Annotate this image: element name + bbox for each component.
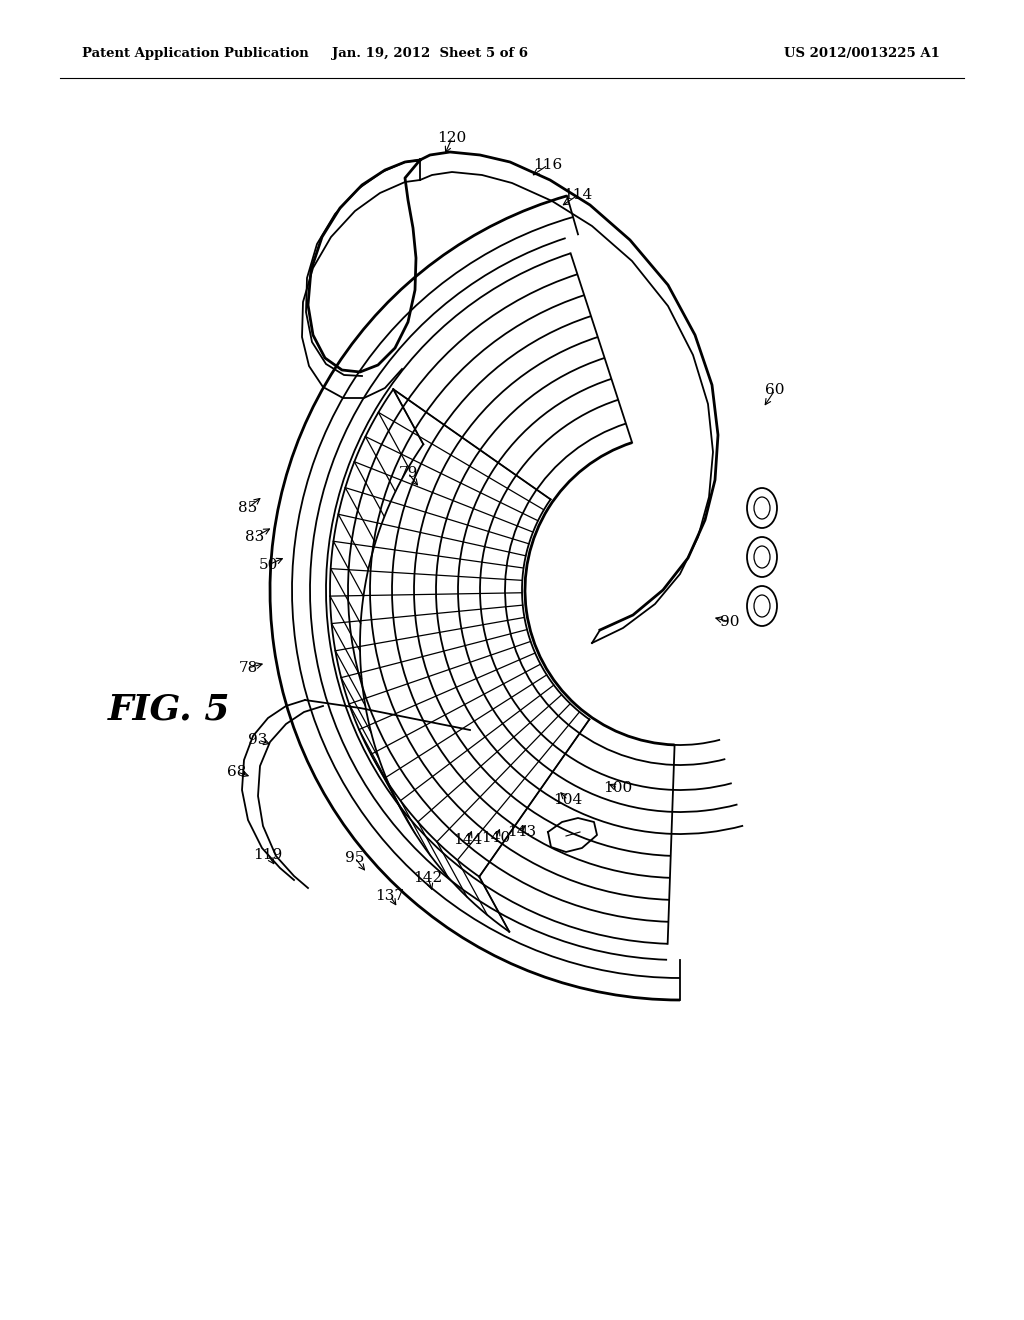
Text: 79: 79 (398, 466, 418, 480)
Text: FIG. 5: FIG. 5 (108, 693, 230, 727)
Text: 68: 68 (227, 766, 247, 779)
Text: 119: 119 (253, 847, 283, 862)
Text: Patent Application Publication: Patent Application Publication (82, 48, 309, 59)
Text: 140: 140 (481, 832, 511, 845)
Text: 60: 60 (765, 383, 784, 397)
Text: 143: 143 (508, 825, 537, 840)
Text: 114: 114 (563, 187, 593, 202)
Text: 104: 104 (553, 793, 583, 807)
Text: 137: 137 (376, 888, 404, 903)
Text: 120: 120 (437, 131, 467, 145)
Text: 100: 100 (603, 781, 633, 795)
Text: 83: 83 (246, 531, 264, 544)
Text: US 2012/0013225 A1: US 2012/0013225 A1 (784, 48, 940, 59)
Text: 142: 142 (414, 871, 442, 884)
Text: 95: 95 (345, 851, 365, 865)
Text: 93: 93 (248, 733, 267, 747)
Text: 50: 50 (258, 558, 278, 572)
Text: 90: 90 (720, 615, 739, 630)
Text: 144: 144 (454, 833, 482, 847)
Text: 116: 116 (534, 158, 562, 172)
Text: 85: 85 (239, 502, 258, 515)
Text: Jan. 19, 2012  Sheet 5 of 6: Jan. 19, 2012 Sheet 5 of 6 (332, 48, 528, 59)
Text: 78: 78 (239, 661, 258, 675)
